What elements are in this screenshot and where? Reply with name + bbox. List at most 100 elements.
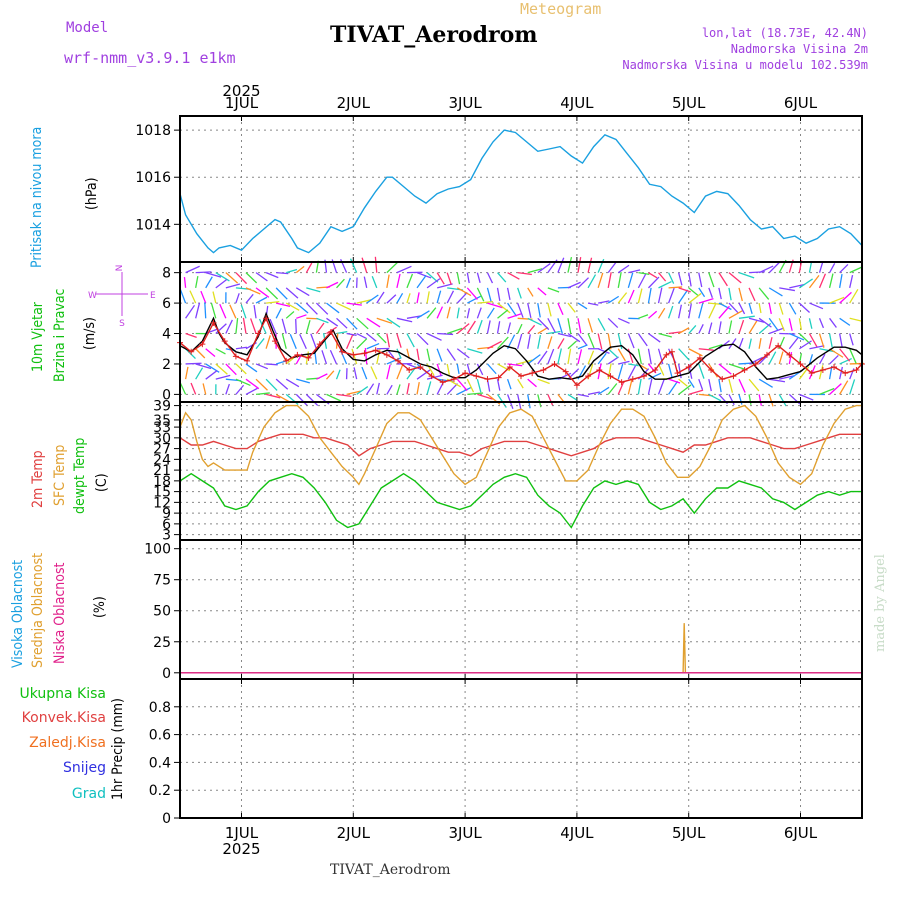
wind-arrow (728, 272, 742, 284)
wind-arrow (315, 322, 325, 334)
wind-arrow (467, 392, 484, 396)
footer-station: TIVAT_Aerodrom (330, 862, 451, 878)
wind-gust-marker (663, 351, 670, 358)
wind-arrow (476, 379, 482, 393)
wind-arrow (289, 333, 297, 349)
wind-arrow (456, 348, 470, 359)
wind-arrow (426, 332, 442, 341)
wind-gust-marker (819, 367, 826, 374)
y-tick-label: 0.4 (149, 755, 171, 771)
wind-arrow (195, 276, 199, 288)
wind-arrow (396, 273, 401, 289)
wind-arrow (476, 307, 482, 319)
wind-arrow (396, 348, 402, 359)
wind-gust-marker (668, 348, 675, 355)
wind-arrow (215, 374, 231, 380)
wind-arrow (577, 318, 582, 334)
wind-arrow (295, 287, 310, 297)
page-title: TIVAT_Aerodrom (330, 22, 538, 48)
wind-arrow (698, 298, 714, 304)
wind-arrow (329, 349, 338, 365)
wind-arrow (637, 333, 648, 347)
wind-gust-marker (708, 367, 715, 374)
y-tick-label: 27 (153, 442, 171, 458)
wind-arrow (617, 292, 628, 304)
wind-arrow (738, 394, 743, 405)
wind-arrow (798, 353, 803, 365)
y-tick-label: 6 (162, 517, 171, 533)
wind-gust-marker (775, 342, 782, 349)
wind-arrow (446, 348, 456, 361)
wind-arrow (426, 381, 432, 395)
wind-arrow (376, 291, 385, 304)
wind-arrow (496, 321, 501, 334)
wind-arrow (205, 370, 218, 380)
wind-arrow (426, 348, 431, 362)
wind-arrow (728, 394, 735, 406)
wind-arrow (366, 294, 379, 304)
wind-arrow (828, 273, 834, 289)
wind-arrow (346, 302, 362, 306)
wind-gust-marker (640, 373, 647, 380)
wind-arrow (386, 261, 399, 274)
wind-gust-marker (316, 341, 323, 348)
wind-arrow (245, 378, 260, 390)
wind-arrow (818, 333, 825, 348)
y-tick-label: 33 (153, 420, 171, 436)
svg-text:N: N (115, 265, 125, 272)
y-tick-label: 0.8 (149, 700, 171, 716)
wind-arrow (668, 331, 682, 335)
wind-gust-marker (696, 354, 703, 361)
wind-arrow (517, 287, 522, 299)
wind-gust-marker (272, 338, 279, 345)
wind-arrow (240, 304, 247, 319)
y-tick-label: 15 (153, 485, 171, 501)
wind-arrow (648, 332, 661, 343)
wind-arrow (698, 287, 706, 298)
wind-arrow (547, 330, 561, 335)
wind-arrow (517, 323, 523, 334)
wind-arrow (296, 314, 307, 319)
wind-gust-marker (540, 367, 547, 374)
wind-arrow (356, 338, 368, 350)
wind-arrow (567, 281, 581, 289)
wind-arrow (577, 302, 588, 310)
wind-arrow (728, 309, 744, 319)
wind-arrow (667, 363, 673, 378)
y-tick-label: 50 (153, 604, 171, 620)
wind-arrow (326, 393, 341, 402)
wind-arrow (798, 302, 810, 313)
wind-arrow (637, 378, 642, 395)
wind-arrow (617, 264, 630, 274)
wind-arrow (205, 272, 222, 278)
wind-arrow (215, 272, 230, 282)
wind-arrow (788, 318, 793, 331)
wind-arrow (728, 287, 732, 301)
wind-arrow (305, 302, 318, 315)
wind-gust-marker (372, 347, 379, 354)
wind-gust-marker (450, 376, 457, 383)
wind-arrow (466, 308, 471, 319)
wind-gust-marker (585, 373, 592, 380)
wind-arrow (275, 393, 290, 403)
wind-arrow (376, 382, 380, 395)
wind-gust-marker (232, 353, 239, 360)
wind-arrow (647, 287, 652, 304)
wind-arrow (708, 344, 723, 350)
wind-arrow (185, 362, 202, 365)
wind-arrow (838, 274, 843, 288)
wind-arrow (366, 333, 377, 342)
wind-gust-marker (294, 351, 301, 358)
wind-arrow (255, 378, 268, 391)
wind-arrow (253, 304, 257, 319)
x-day-label-top: 4JUL (560, 94, 594, 112)
wind-arrow (225, 283, 241, 289)
wind-arrow (285, 356, 295, 365)
wind-arrow (798, 318, 803, 331)
wind-arrow (215, 323, 227, 334)
wind-arrow (361, 366, 368, 380)
wind-arrow (567, 302, 576, 313)
wind-arrow (245, 287, 261, 295)
wind-arrow (547, 318, 556, 333)
wind-arrow (527, 317, 542, 326)
